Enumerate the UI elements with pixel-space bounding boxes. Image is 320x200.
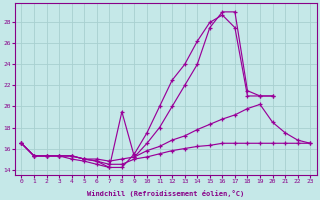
- X-axis label: Windchill (Refroidissement éolien,°C): Windchill (Refroidissement éolien,°C): [87, 190, 244, 197]
